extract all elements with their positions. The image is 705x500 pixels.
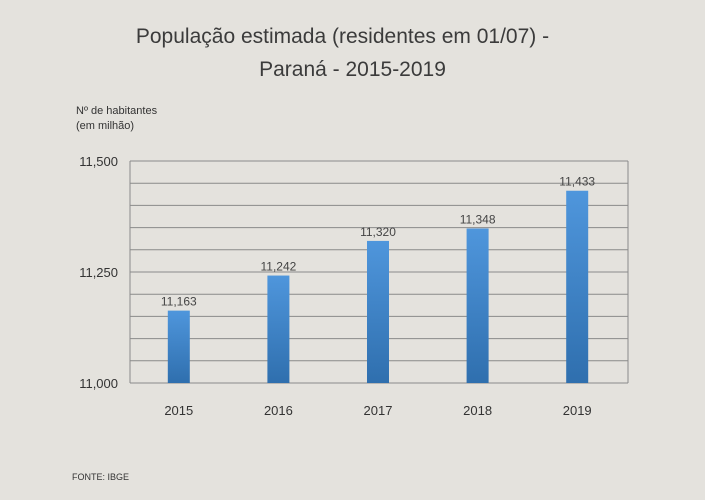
x-tick-label: 2016 [264, 403, 293, 418]
y-axis-label-line-2: (em milhão) [76, 120, 135, 132]
y-axis-label-line-1: Nº de habitantes [76, 105, 158, 117]
bar-2015 [167, 310, 190, 383]
y-tick-label: 11,500 [79, 154, 118, 169]
bar-2018 [466, 228, 489, 383]
x-tick-label: 2018 [463, 403, 492, 418]
x-tick-label: 2019 [563, 403, 592, 418]
source-note: FONTE: IBGE [72, 472, 130, 482]
y-tick-label: 11,250 [79, 265, 118, 280]
data-label-2017: 11,320 [360, 225, 396, 239]
chart-title-line-2: Paraná - 2015-2019 [259, 58, 446, 81]
bar-2017 [367, 240, 389, 383]
y-tick-label: 11,000 [79, 376, 118, 391]
x-tick-label: 2015 [164, 403, 193, 418]
chart-title-line-1: População estimada (residentes em 01/07)… [135, 25, 550, 48]
data-label-2015: 11,163 [161, 295, 197, 309]
data-label-2019: 11,433 [559, 175, 595, 189]
bar-2016 [267, 275, 290, 383]
data-label-2018: 11,348 [460, 212, 496, 226]
bar-2019 [566, 190, 589, 383]
data-label-2016: 11,242 [260, 260, 296, 274]
x-tick-label: 2017 [364, 403, 393, 418]
